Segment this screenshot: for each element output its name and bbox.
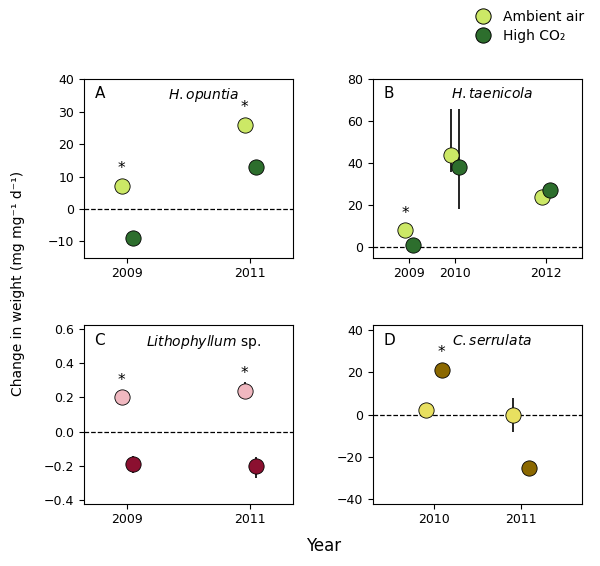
Text: A: A (94, 87, 105, 101)
Text: Change in weight (mg mg⁻¹ d⁻¹): Change in weight (mg mg⁻¹ d⁻¹) (11, 170, 25, 396)
Text: *: * (118, 372, 125, 388)
Text: $\it{H. opuntia}$: $\it{H. opuntia}$ (167, 87, 239, 104)
Text: *: * (118, 161, 125, 177)
Text: C: C (94, 332, 105, 348)
Text: Year: Year (307, 537, 341, 555)
Text: $\it{C. serrulata}$: $\it{C. serrulata}$ (452, 332, 532, 348)
Text: $\it{H. taenicola}$: $\it{H. taenicola}$ (451, 87, 533, 101)
Text: B: B (383, 87, 394, 101)
Text: *: * (401, 205, 409, 221)
Text: *: * (241, 366, 248, 381)
Legend: Ambient air, High CO₂: Ambient air, High CO₂ (470, 10, 584, 44)
Text: $\it{Lithophyllum}$ sp.: $\it{Lithophyllum}$ sp. (146, 332, 261, 350)
Text: *: * (438, 345, 445, 360)
Text: *: * (241, 100, 248, 115)
Text: D: D (383, 332, 395, 348)
